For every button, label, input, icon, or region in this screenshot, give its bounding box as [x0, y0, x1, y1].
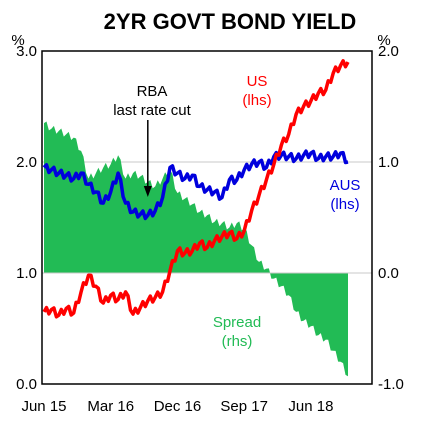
axis-ticks: 0.0 1.0 2.0 3.0 -1.0 0.0 1.0 2.0 Jun 15 Mar 16 Dec… — [16, 43, 404, 415]
series-label-aus: (lhs) — [330, 196, 359, 213]
right-tick-label: 2.0 — [378, 43, 399, 60]
right-tick-label: -1.0 — [378, 376, 404, 393]
series-labels: US (lhs) AUS (lhs) Spread (rhs) RBA last rate c… — [113, 73, 360, 350]
series-label-spread: (rhs) — [222, 333, 253, 350]
right-axis-unit: % — [377, 32, 390, 49]
x-tick-label: Dec 16 — [154, 398, 202, 415]
chart-title: 2YR GOVT BOND YIELD — [104, 9, 357, 34]
annotation-label: last rate cut — [113, 102, 191, 119]
x-tick-label: Sep 17 — [220, 398, 268, 415]
plot-frame — [41, 50, 373, 385]
left-axis-unit: % — [11, 32, 24, 49]
left-tick-label: 1.0 — [16, 265, 37, 282]
series-label-us: US — [247, 73, 268, 90]
x-tick-label: Mar 16 — [87, 398, 134, 415]
left-tick-label: 2.0 — [16, 154, 37, 171]
series-label-aus: AUS — [330, 177, 361, 194]
annotation-arrowhead — [143, 186, 152, 197]
aus-line — [42, 149, 349, 221]
right-tick-label: 1.0 — [378, 154, 399, 171]
right-tick-label: 0.0 — [378, 265, 399, 282]
x-tick-label: Jun 15 — [21, 398, 66, 415]
series-label-spread: Spread — [213, 314, 261, 331]
left-tick-label: 0.0 — [16, 376, 37, 393]
us-line — [42, 59, 350, 319]
series-label-us: (lhs) — [242, 92, 271, 109]
annotation-label: RBA — [137, 83, 168, 100]
x-tick-label: Jun 18 — [288, 398, 333, 415]
left-tick-label: 3.0 — [16, 43, 37, 60]
